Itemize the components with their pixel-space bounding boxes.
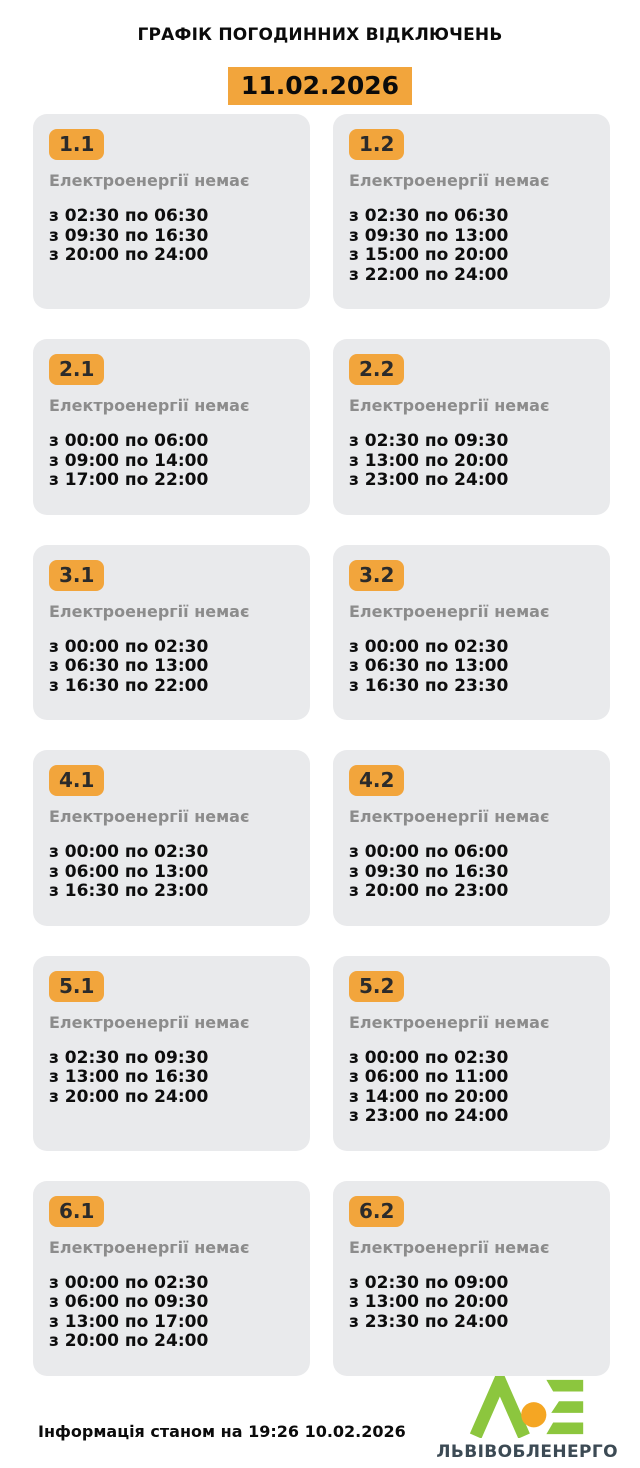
time-range: з 06:00 по 11:00 [349,1067,509,1087]
brand-name: ЛЬВІВОБЛЕНЕРГО [436,1441,618,1462]
group-badge: 2.2 [349,354,405,385]
time-range: з 06:30 по 13:00 [349,656,509,676]
info-timestamp: Інформація станом на 19:26 10.02.2026 [38,1422,406,1441]
time-range: з 23:30 по 24:00 [349,1311,509,1332]
time-range: з 00:00 по 02:30 [349,636,509,657]
time-ranges: з 00:00 по 02:30 з 06:30 по 13:00 з 16:30 … [49,636,294,697]
time-ranges: з 02:30 по 09:30 з 13:00 по 16:30 з 20:00 … [49,1047,294,1108]
brand-logo: ЛЬВІВОБЛЕНЕРГО [436,1375,618,1462]
time-ranges: з 00:00 по 06:00 з 09:30 по 16:30 з 20:00 … [349,842,594,902]
group-badge: 4.1 [49,765,105,796]
status-label: Електроенергії немає [349,396,550,415]
date-badge: 11.02.2026 [227,67,413,105]
status-label: Електроенергії немає [349,1012,550,1032]
status-label: Електроенергії немає [49,601,250,621]
time-range: з 06:30 по 13:00 [49,656,209,676]
group-badge: 4.2 [349,765,405,796]
time-ranges: з 00:00 по 02:30 з 06:00 по 13:00 з 16:30 … [49,842,294,902]
lviv-oblenergo-logo-icon [470,1375,584,1438]
status-label: Електроенергії немає [49,396,250,415]
time-range: з 02:30 по 09:30 [49,1047,209,1068]
time-range: з 14:00 по 20:00 [349,1086,509,1107]
time-range: з 20:00 по 24:00 [49,1331,209,1351]
time-range: з 13:00 по 20:00 [349,1292,509,1312]
group-badge: 5.2 [349,970,405,1002]
group-card: 1.1 Електроенергії немає з 02:30 по 06:3… [33,114,310,309]
time-range: з 20:00 по 24:00 [49,1086,209,1107]
time-range: з 13:00 по 20:00 [349,450,509,471]
status-label: Електроенергії немає [49,807,250,826]
time-ranges: з 02:30 по 09:30 з 13:00 по 20:00 з 23:00 … [349,431,594,491]
group-badge: 2.1 [49,354,105,385]
time-range: з 16:30 по 22:00 [49,675,209,696]
time-ranges: з 02:30 по 09:00 з 13:00 по 20:00 з 23:30 … [349,1272,594,1333]
time-range: з 00:00 по 02:30 [49,1272,209,1293]
time-range: з 02:30 по 09:30 [349,431,509,451]
time-range: з 16:30 по 23:00 [49,881,209,901]
time-range: з 02:30 по 06:30 [349,206,509,226]
group-badge: 3.1 [49,559,105,591]
date-row: 11.02.2026 [0,67,640,105]
status-label: Електроенергії немає [49,1012,250,1032]
time-range: з 13:00 по 16:30 [49,1067,209,1087]
time-range: з 06:00 по 09:30 [49,1292,209,1312]
logo-dot-icon [521,1401,547,1427]
status-label: Електроенергії немає [49,1237,250,1257]
time-range: з 00:00 по 06:00 [349,842,509,862]
group-card: 4.1 Електроенергії немає з 00:00 по 02:3… [33,750,310,926]
time-range: з 00:00 по 02:30 [349,1047,509,1068]
group-badge: 6.1 [49,1195,105,1227]
time-range: з 06:00 по 13:00 [49,861,209,882]
time-ranges: з 00:00 по 02:30 з 06:30 по 13:00 з 16:30 … [349,636,594,697]
group-card: 1.2 Електроенергії немає з 02:30 по 06:3… [333,114,610,309]
status-label: Електроенергії немає [349,171,550,190]
group-card: 2.2 Електроенергії немає з 02:30 по 09:3… [333,339,610,515]
time-range: з 23:00 по 24:00 [349,1106,509,1126]
group-card: 3.1 Електроенергії немає з 00:00 по 02:3… [33,544,310,720]
group-badge: 6.2 [349,1195,405,1227]
footer: Інформація станом на 19:26 10.02.2026 ЛЬ… [0,1375,640,1468]
time-range: з 23:00 по 24:00 [349,470,509,490]
group-card: 3.2 Електроенергії немає з 00:00 по 02:3… [333,544,610,720]
group-card: 5.1 Електроенергії немає з 02:30 по 09:3… [33,955,310,1151]
time-ranges: з 02:30 по 06:30 з 09:30 по 16:30 з 20:00 … [49,206,294,266]
time-range: з 00:00 по 02:30 [49,636,209,657]
time-range: з 09:30 по 13:00 [349,225,509,246]
time-range: з 02:30 по 06:30 [49,206,209,226]
time-range: з 02:30 по 09:00 [349,1272,509,1293]
group-badge: 5.1 [49,970,105,1002]
time-range: з 00:00 по 06:00 [49,431,209,451]
status-label: Електроенергії немає [49,171,250,190]
group-card: 2.1 Електроенергії немає з 00:00 по 06:0… [33,339,310,515]
status-label: Електроенергії немає [349,807,550,826]
group-card: 4.2 Електроенергії немає з 00:00 по 06:0… [333,750,610,926]
time-range: з 20:00 по 23:00 [349,881,509,901]
group-badge: 1.1 [49,129,105,160]
time-ranges: з 00:00 по 06:00 з 09:00 по 14:00 з 17:00 … [49,431,294,491]
time-range: з 20:00 по 24:00 [49,245,209,265]
cards-grid: 1.1 Електроенергії немає з 02:30 по 06:3… [0,114,640,1376]
time-ranges: з 00:00 по 02:30 з 06:00 по 09:30 з 13:00 … [49,1272,294,1352]
group-badge: 3.2 [349,559,405,591]
time-range: з 09:30 по 16:30 [49,225,209,246]
time-ranges: з 02:30 по 06:30 з 09:30 по 13:00 з 15:00 … [349,206,594,285]
time-range: з 09:30 по 16:30 [349,861,509,882]
page-title: ГРАФІК ПОГОДИННИХ ВІДКЛЮЧЕНЬ [137,25,503,45]
group-card: 6.1 Електроенергії немає з 00:00 по 02:3… [33,1180,310,1376]
status-label: Електроенергії немає [349,601,550,621]
status-label: Електроенергії немає [349,1237,550,1257]
group-card: 6.2 Електроенергії немає з 02:30 по 09:0… [333,1180,610,1376]
time-ranges: з 00:00 по 02:30 з 06:00 по 11:00 з 14:00 … [349,1047,594,1127]
time-range: з 17:00 по 22:00 [49,470,209,490]
time-range: з 00:00 по 02:30 [49,842,209,862]
time-range: з 16:30 по 23:30 [349,675,509,696]
time-range: з 09:00 по 14:00 [49,450,209,471]
time-range: з 22:00 по 24:00 [349,264,509,285]
group-badge: 1.2 [349,129,405,160]
time-range: з 13:00 по 17:00 [49,1311,209,1332]
time-range: з 15:00 по 20:00 [349,245,509,265]
group-card: 5.2 Електроенергії немає з 00:00 по 02:3… [333,955,610,1151]
